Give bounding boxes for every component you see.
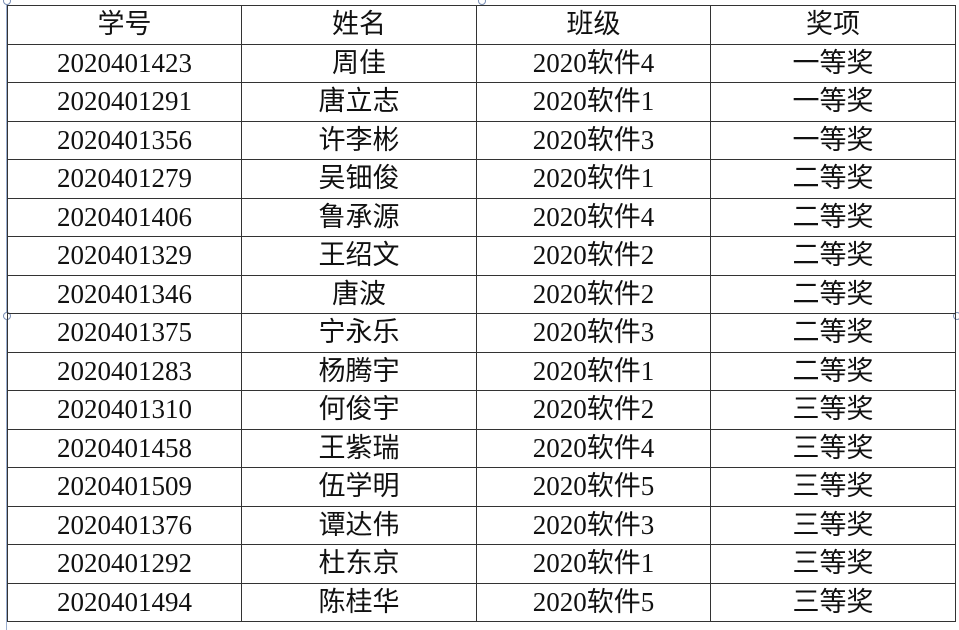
resize-handle-top-left[interactable] (3, 0, 11, 5)
table-row: 2020401292 杜东京 2020软件1 三等奖 (7, 544, 956, 584)
cell-class: 2020软件1 (476, 351, 711, 391)
cell-award: 一等奖 (710, 120, 956, 160)
cell-class: 2020软件5 (476, 582, 711, 622)
cell-class: 2020软件2 (476, 390, 711, 430)
resize-handle-top[interactable] (478, 0, 486, 5)
cell-student-id: 2020401494 (7, 582, 242, 622)
cell-class: 2020软件3 (476, 120, 711, 160)
cell-student-id: 2020401291 (7, 82, 242, 122)
cell-name: 唐立志 (241, 82, 477, 122)
cell-award: 三等奖 (710, 505, 956, 545)
cell-student-id: 2020401329 (7, 236, 242, 276)
table-row: 2020401494 陈桂华 2020软件5 三等奖 (7, 582, 956, 622)
cell-award: 三等奖 (710, 390, 956, 430)
cell-name: 许李彬 (241, 120, 477, 160)
cell-class: 2020软件2 (476, 274, 711, 314)
cell-class: 2020软件4 (476, 197, 711, 237)
cell-student-id: 2020401310 (7, 390, 242, 430)
cell-name: 宁永乐 (241, 313, 477, 353)
cell-class: 2020软件3 (476, 505, 711, 545)
cell-award: 二等奖 (710, 236, 956, 276)
cell-class: 2020软件3 (476, 313, 711, 353)
cell-class: 2020软件1 (476, 82, 711, 122)
table-row: 2020401310 何俊宇 2020软件2 三等奖 (7, 390, 956, 430)
cell-name: 鲁承源 (241, 197, 477, 237)
cell-class: 2020软件2 (476, 236, 711, 276)
cell-student-id: 2020401423 (7, 43, 242, 83)
cell-award: 二等奖 (710, 159, 956, 199)
table-row: 2020401329 王绍文 2020软件2 二等奖 (7, 236, 956, 276)
cell-name: 吴钿俊 (241, 159, 477, 199)
cell-student-id: 2020401458 (7, 428, 242, 468)
cell-award: 三等奖 (710, 582, 956, 622)
cell-student-id: 2020401406 (7, 197, 242, 237)
table-row: 2020401423 周佳 2020软件4 一等奖 (7, 43, 956, 83)
cell-student-id: 2020401279 (7, 159, 242, 199)
cell-name: 唐波 (241, 274, 477, 314)
table-row: 2020401356 许李彬 2020软件3 一等奖 (7, 120, 956, 160)
table-row: 2020401346 唐波 2020软件2 二等奖 (7, 274, 956, 314)
cell-name: 杨腾宇 (241, 351, 477, 391)
cell-name: 王绍文 (241, 236, 477, 276)
cell-name: 周佳 (241, 43, 477, 83)
cell-award: 三等奖 (710, 467, 956, 507)
table-row: 2020401406 鲁承源 2020软件4 二等奖 (7, 197, 956, 237)
cell-award: 二等奖 (710, 274, 956, 314)
header-name: 姓名 (241, 5, 477, 45)
cell-award: 一等奖 (710, 82, 956, 122)
cell-award: 二等奖 (710, 351, 956, 391)
cell-name: 谭达伟 (241, 505, 477, 545)
table-row: 2020401283 杨腾宇 2020软件1 二等奖 (7, 351, 956, 391)
cell-class: 2020软件1 (476, 159, 711, 199)
table-row: 2020401458 王紫瑞 2020软件4 三等奖 (7, 428, 956, 468)
award-table: 学号 姓名 班级 奖项 2020401423 周佳 2020软件4 一等奖 202040… (7, 5, 956, 622)
cell-student-id: 2020401376 (7, 505, 242, 545)
table-row: 2020401291 唐立志 2020软件1 一等奖 (7, 82, 956, 122)
cell-award: 一等奖 (710, 43, 956, 83)
table-row: 2020401376 谭达伟 2020软件3 三等奖 (7, 505, 956, 545)
cell-student-id: 2020401356 (7, 120, 242, 160)
header-row: 学号 姓名 班级 奖项 (7, 5, 956, 45)
header-award: 奖项 (710, 5, 956, 45)
cell-class: 2020软件4 (476, 428, 711, 468)
header-class: 班级 (476, 5, 711, 45)
table-row: 2020401375 宁永乐 2020软件3 二等奖 (7, 313, 956, 353)
cell-name: 何俊宇 (241, 390, 477, 430)
cell-student-id: 2020401509 (7, 467, 242, 507)
cell-student-id: 2020401283 (7, 351, 242, 391)
cell-class: 2020软件5 (476, 467, 711, 507)
cell-student-id: 2020401375 (7, 313, 242, 353)
cell-award: 三等奖 (710, 544, 956, 584)
cell-class: 2020软件4 (476, 43, 711, 83)
cell-name: 陈桂华 (241, 582, 477, 622)
cell-award: 二等奖 (710, 197, 956, 237)
cell-award: 二等奖 (710, 313, 956, 353)
cell-class: 2020软件1 (476, 544, 711, 584)
cell-student-id: 2020401346 (7, 274, 242, 314)
table-row: 2020401509 伍学明 2020软件5 三等奖 (7, 467, 956, 507)
cell-name: 伍学明 (241, 467, 477, 507)
table-row: 2020401279 吴钿俊 2020软件1 二等奖 (7, 159, 956, 199)
cell-student-id: 2020401292 (7, 544, 242, 584)
cell-name: 王紫瑞 (241, 428, 477, 468)
cell-name: 杜东京 (241, 544, 477, 584)
cell-award: 三等奖 (710, 428, 956, 468)
header-student-id: 学号 (7, 5, 242, 45)
